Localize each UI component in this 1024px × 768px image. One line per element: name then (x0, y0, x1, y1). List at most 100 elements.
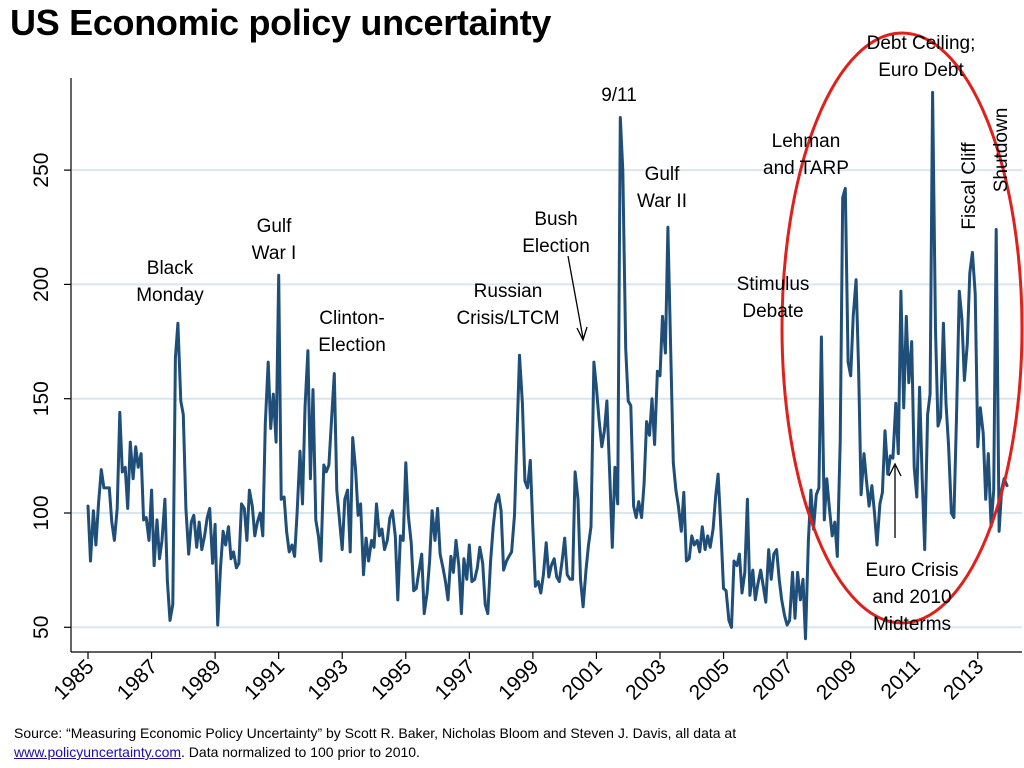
series-point (256, 521, 259, 523)
series-point (553, 557, 555, 560)
series-point (961, 317, 963, 320)
annotation-line: and TARP (763, 158, 849, 179)
series-point (359, 503, 362, 505)
annotation-euro-crisis: Euro Crisis and 2010 Midterms (866, 560, 959, 635)
page-title: US Economic policy uncertainty (10, 2, 552, 43)
series-point (121, 471, 124, 473)
series-point (622, 169, 624, 171)
series-point (786, 624, 788, 626)
series-point (169, 619, 171, 622)
series-point (458, 564, 460, 567)
source-note: Source: “Measuring Economic Policy Uncer… (14, 724, 1014, 762)
x-tick-label: 2007 (748, 655, 797, 704)
series-point (89, 560, 92, 562)
series-point (892, 457, 894, 459)
series-point (521, 402, 524, 405)
series-point (323, 464, 325, 466)
series-point (966, 343, 969, 345)
series-point (235, 567, 238, 569)
series-point (113, 539, 116, 542)
series-point (248, 489, 251, 491)
series-point (921, 477, 923, 480)
series-point (937, 425, 939, 427)
annotation-gulf-war-2: Gulf War II (637, 164, 687, 212)
series-point (505, 560, 508, 562)
event-annotations: Black Monday Gulf War I Clinton- Election Russ… (136, 33, 1012, 635)
series-point (415, 587, 418, 590)
series-point (389, 516, 391, 519)
series-point (540, 592, 542, 594)
series-point (717, 473, 719, 475)
series-point (277, 274, 280, 277)
series-point (696, 539, 698, 542)
annotation-clinton-election: Clinton- Election (318, 308, 386, 356)
series-point (269, 427, 272, 430)
series-point (780, 599, 783, 601)
series-point (571, 578, 574, 581)
series-point (796, 571, 799, 574)
series-point (219, 567, 222, 569)
series-point (558, 580, 561, 583)
x-tick-label: 1987 (113, 655, 162, 704)
series-point (230, 557, 232, 560)
series-point (728, 619, 730, 622)
series-point (439, 553, 441, 555)
series-point (810, 489, 812, 491)
series-point (982, 432, 984, 434)
series-point (346, 489, 349, 491)
series-point (185, 507, 187, 510)
series-point (855, 279, 857, 281)
series-point (995, 228, 997, 231)
series-point (667, 226, 669, 229)
series-point (841, 196, 844, 199)
series-point (802, 578, 804, 581)
series-point (391, 509, 394, 512)
series-point (693, 544, 696, 546)
series-point (1006, 484, 1008, 487)
series-point (637, 500, 640, 503)
x-tick-label: 1989 (176, 655, 225, 704)
series-point (677, 505, 680, 507)
series-point (672, 461, 675, 464)
series-point (895, 402, 897, 405)
series-point (243, 507, 246, 510)
series-point (563, 537, 566, 539)
series-point (442, 567, 444, 569)
series-point (929, 393, 931, 395)
series-point (778, 578, 780, 581)
annotation-line: Black (147, 258, 194, 279)
series-point (659, 375, 661, 377)
series-point (998, 530, 1000, 533)
x-tick-label: 1997 (431, 655, 480, 704)
series-point (897, 452, 900, 455)
series-line (86, 90, 1009, 641)
series-point (193, 514, 195, 517)
series-point (754, 599, 757, 601)
series-point (526, 487, 529, 489)
series-point (460, 612, 463, 615)
series-point (804, 637, 807, 640)
series-point (969, 272, 971, 274)
series-point (590, 525, 592, 528)
series-point (328, 464, 330, 466)
series-point (500, 509, 502, 512)
series-point (211, 562, 214, 565)
series-point (722, 587, 725, 590)
series-point (918, 386, 921, 389)
series-point (775, 548, 778, 551)
series-point (246, 539, 248, 542)
series-point (126, 507, 129, 510)
series-point (164, 498, 166, 501)
series-point (97, 503, 100, 505)
series-point (288, 551, 291, 553)
series-point (955, 416, 958, 418)
series-point (510, 551, 513, 553)
series-point (542, 573, 545, 576)
source-link[interactable]: www.policyuncertainty.com (14, 744, 182, 760)
series-point (492, 525, 495, 528)
series-point (534, 585, 537, 587)
series-point (661, 315, 664, 318)
series-point (598, 418, 600, 421)
series-point (815, 493, 818, 496)
annotation-nine-eleven: 9/11 (601, 85, 637, 106)
